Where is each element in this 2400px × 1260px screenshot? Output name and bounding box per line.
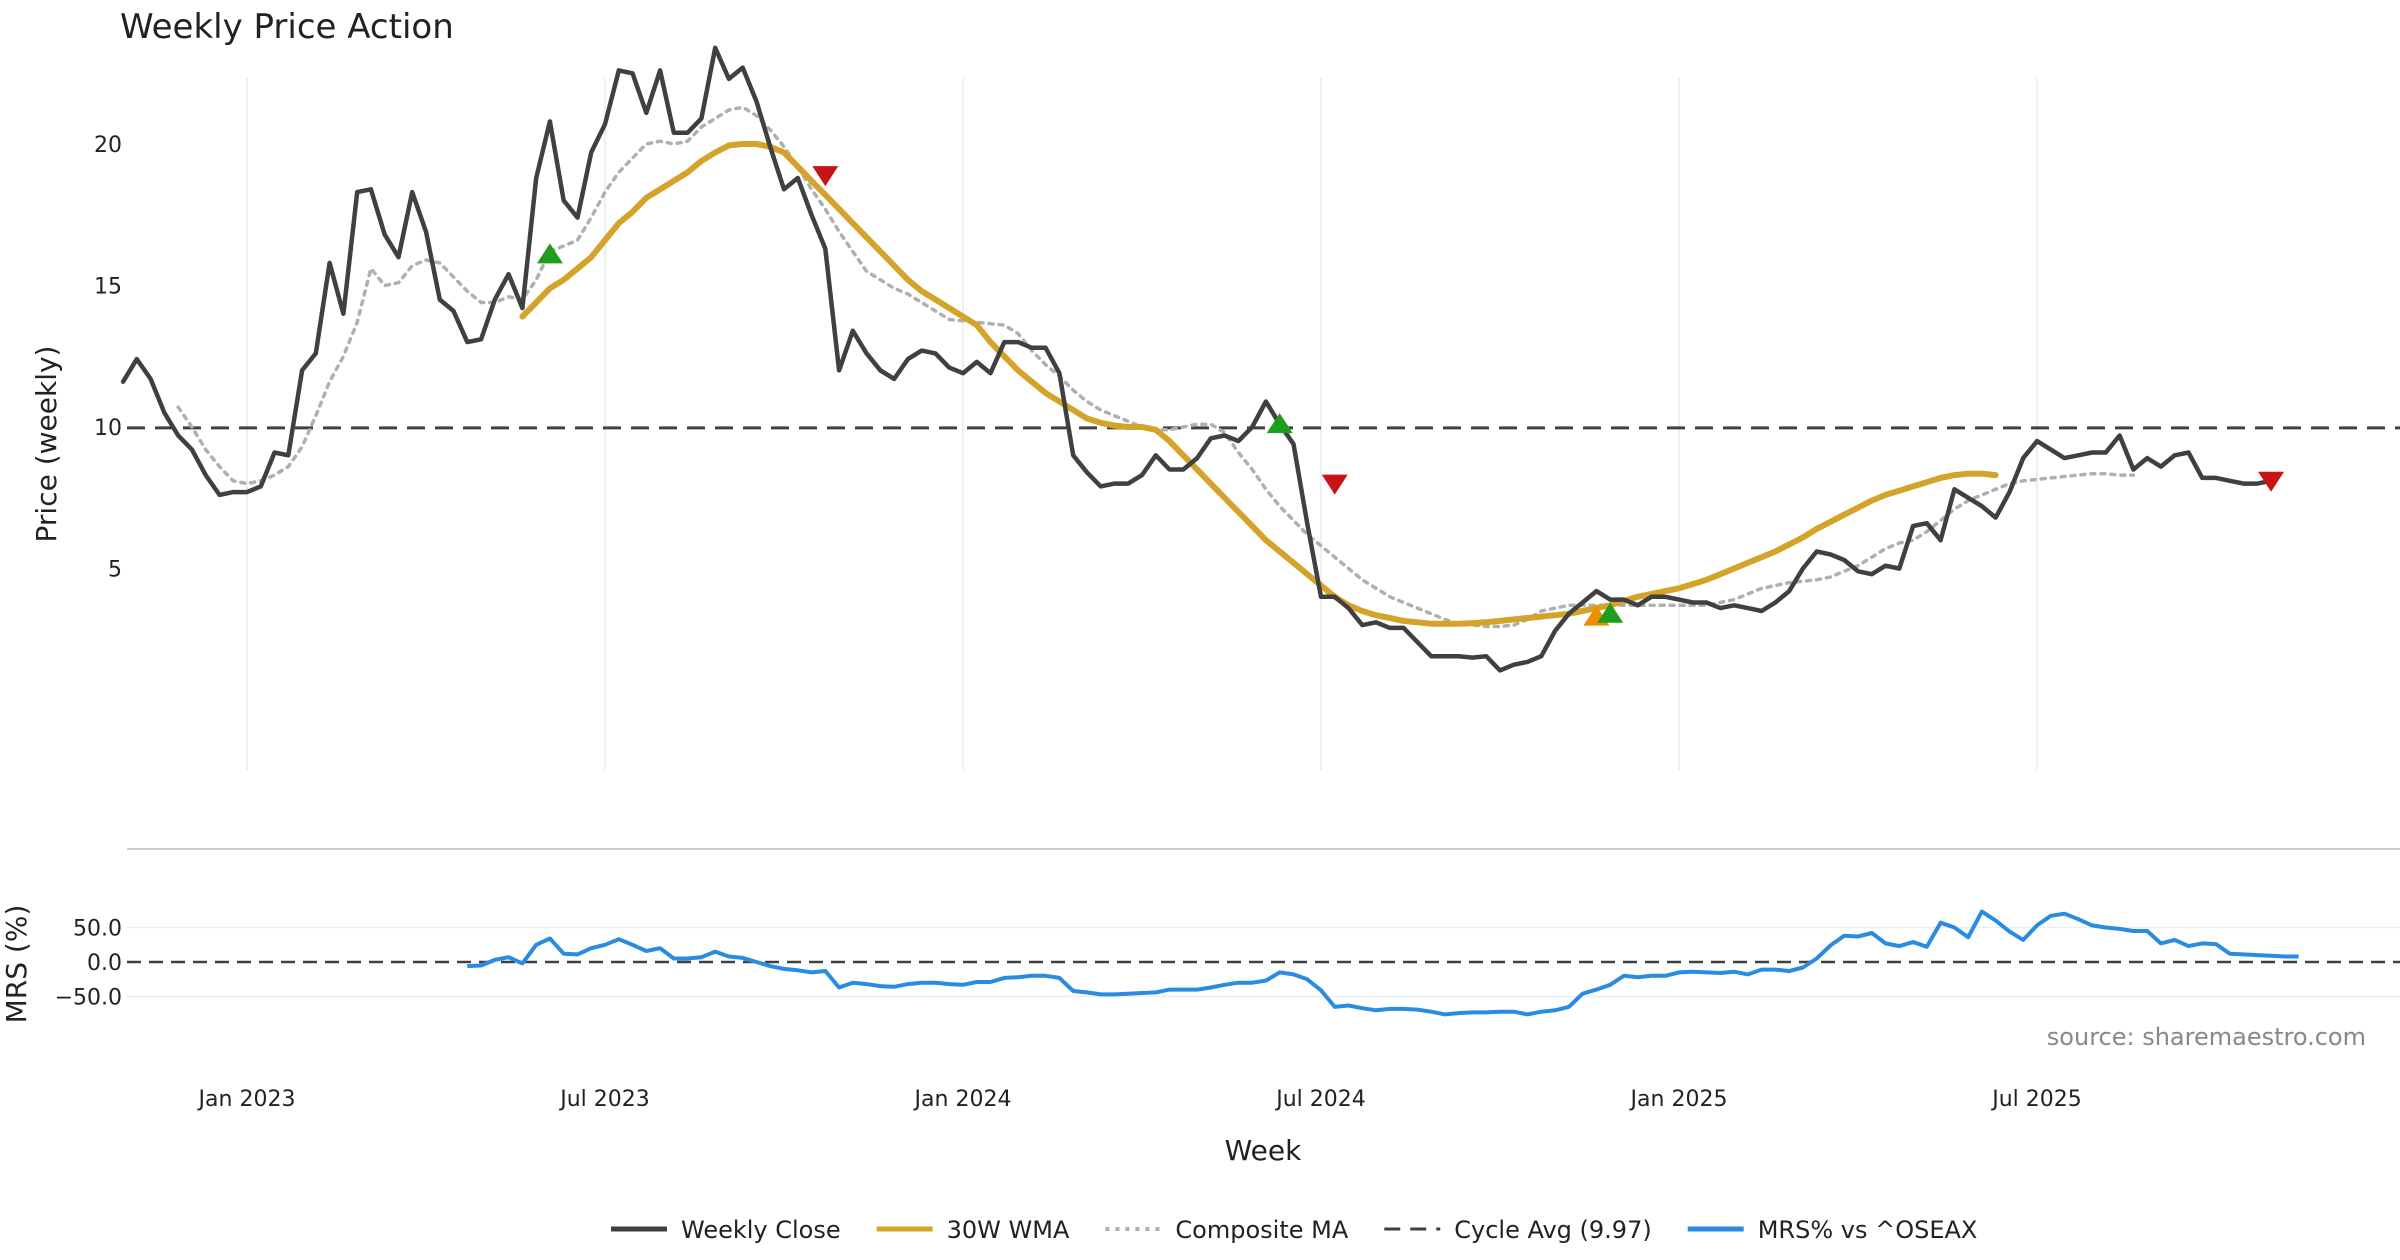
legend-label-3: Cycle Avg (9.97) [1454,1216,1651,1244]
legend-item-1: 30W WMA [876,1216,1070,1244]
legend-item-0: Weekly Close [611,1216,841,1244]
price-ytick-2: 15 [94,275,122,300]
mrs-series-group [467,909,2299,1017]
legend: Weekly Close 30W WMA Composite MA Cycle Avg… [611,1216,1977,1244]
source-credit: source: sharemaestro.com [2047,1023,2366,1051]
sell-signal-marker-1 [812,166,839,187]
series-weekly-close [120,45,2274,673]
buy-signal-marker-0 [536,243,563,264]
legend-label-0: Weekly Close [681,1216,841,1244]
sell-signal-marker-6 [2258,471,2285,492]
legend-item-2: Composite MA [1105,1216,1349,1244]
x-tick-3: Jul 2024 [1274,1087,1366,1112]
series-30w-wma [519,141,1999,627]
x-tick-0: Jan 2023 [197,1087,296,1112]
legend-label-1: 30W WMA [947,1216,1070,1244]
series-composite-ma [176,105,2136,629]
x-tick-5: Jul 2025 [1990,1087,2082,1112]
x-tick-1: Jul 2023 [558,1087,650,1112]
series-mrs [467,909,2299,1017]
signal-markers [536,166,2285,626]
chart-title: Weekly Price Action [120,7,454,47]
legend-label-4: MRS% vs ^OSEAX [1758,1216,1978,1244]
price-ytick-0: 5 [108,558,122,583]
x-axis-label: Week [1225,1134,1302,1167]
mrs-ytick-1: 0.0 [87,951,122,976]
legend-item-4: MRS% vs ^OSEAX [1687,1216,1978,1244]
mrs-ytick-2: −50.0 [55,986,122,1011]
sell-signal-marker-3 [1321,474,1348,495]
price-y-ticks: 5 10 15 20 [94,133,122,583]
price-series-group [120,45,2274,673]
price-ytick-1: 10 [94,416,122,441]
x-tick-2: Jan 2024 [913,1087,1012,1112]
x-axis-ticks: Jan 2023 Jul 2023 Jan 2024 Jul 2024 Jan 2025… [197,1087,2082,1112]
buy-signal-marker-2 [1266,413,1293,434]
mrs-ytick-0: 50.0 [73,917,122,942]
x-tick-4: Jan 2025 [1629,1087,1728,1112]
legend-item-3: Cycle Avg (9.97) [1384,1216,1652,1244]
mrs-gridlines [127,926,2400,998]
legend-label-2: Composite MA [1175,1216,1348,1244]
mrs-y-ticks: 50.0 0.0 −50.0 [55,917,122,1011]
buy-signal-marker-5 [1597,602,1624,623]
price-y-axis-label: Price (weekly) [30,346,63,543]
price-ytick-3: 20 [94,133,122,158]
mrs-y-axis-label: MRS (%) [0,905,33,1024]
